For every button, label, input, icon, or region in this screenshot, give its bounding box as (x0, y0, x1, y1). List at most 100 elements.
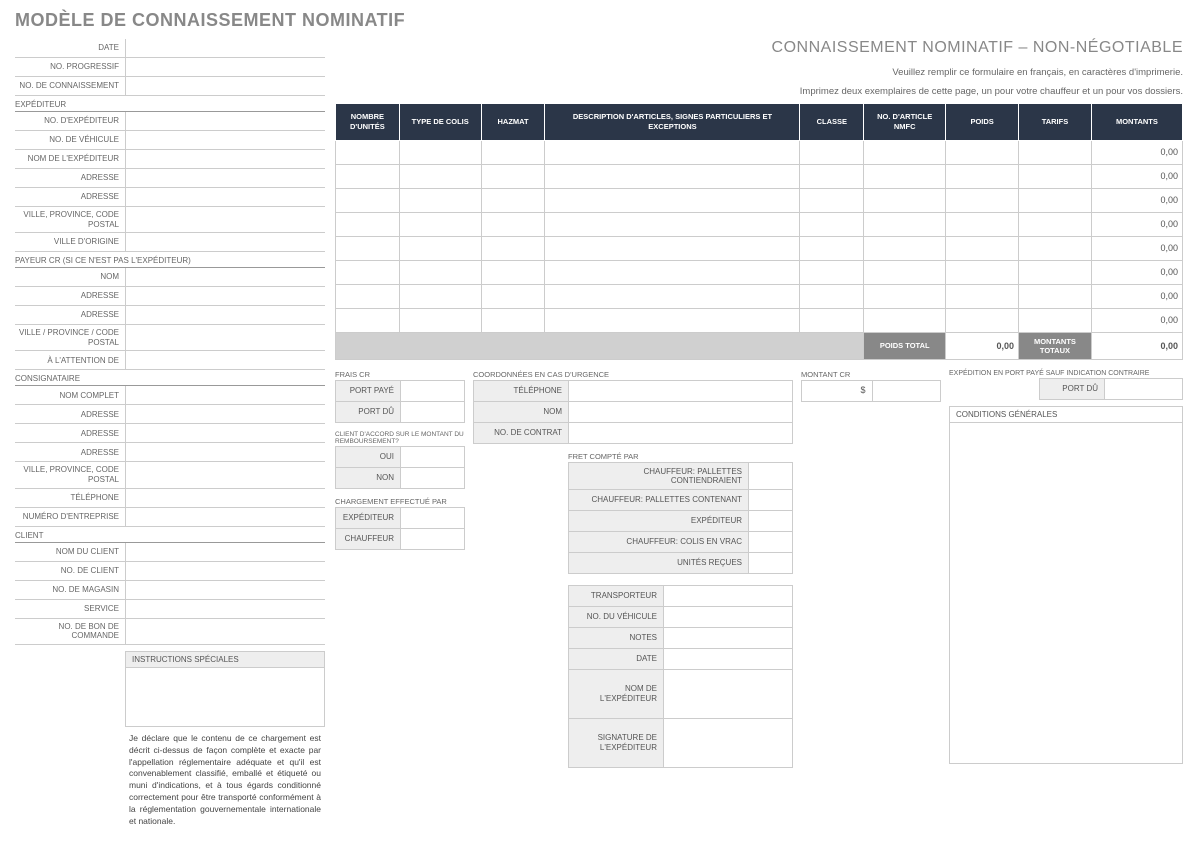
table-cell[interactable] (800, 164, 864, 188)
table-cell[interactable] (545, 188, 800, 212)
table-cell[interactable] (336, 308, 400, 332)
table-cell[interactable] (946, 284, 1019, 308)
table-cell[interactable] (1019, 188, 1092, 212)
table-cell[interactable] (1019, 164, 1092, 188)
table-cell[interactable]: 0,00 (1091, 284, 1182, 308)
field-magasin[interactable] (125, 581, 325, 599)
field-payeur-nom[interactable] (125, 268, 325, 286)
fret2-field[interactable] (749, 490, 792, 510)
field-connaissement[interactable] (125, 77, 325, 95)
table-cell[interactable] (399, 140, 481, 164)
sig-date-field[interactable] (664, 649, 792, 669)
table-cell[interactable] (946, 308, 1019, 332)
table-cell[interactable] (864, 260, 946, 284)
table-cell[interactable] (545, 308, 800, 332)
field-ville-exp[interactable] (125, 207, 325, 232)
field-date[interactable] (125, 39, 325, 57)
table-cell[interactable] (864, 188, 946, 212)
field-no-vehicule[interactable] (125, 131, 325, 149)
table-cell[interactable] (864, 212, 946, 236)
table-cell[interactable] (800, 260, 864, 284)
chargement-exp-field[interactable] (401, 508, 464, 528)
table-cell[interactable] (1019, 260, 1092, 284)
table-cell[interactable] (864, 164, 946, 188)
table-cell[interactable] (336, 284, 400, 308)
table-cell[interactable] (481, 164, 545, 188)
field-bon[interactable] (125, 619, 325, 644)
table-cell[interactable] (481, 140, 545, 164)
field-cons-tel[interactable] (125, 489, 325, 507)
table-cell[interactable] (336, 164, 400, 188)
fret3-field[interactable] (749, 511, 792, 531)
coord-contrat-field[interactable] (569, 423, 792, 443)
chargement-chauffeur-field[interactable] (401, 529, 464, 549)
table-cell[interactable] (946, 188, 1019, 212)
field-payeur-adr2[interactable] (125, 306, 325, 324)
field-client-nom[interactable] (125, 543, 325, 561)
table-cell[interactable] (545, 284, 800, 308)
table-cell[interactable] (946, 236, 1019, 260)
non-field[interactable] (401, 468, 464, 488)
table-cell[interactable] (545, 164, 800, 188)
port-du-field[interactable] (401, 402, 464, 422)
table-cell[interactable] (864, 308, 946, 332)
table-cell[interactable] (336, 236, 400, 260)
port-paye-field[interactable] (401, 381, 464, 401)
table-cell[interactable] (399, 308, 481, 332)
fret4-field[interactable] (749, 532, 792, 552)
oui-field[interactable] (401, 447, 464, 467)
table-cell[interactable]: 0,00 (1091, 188, 1182, 212)
table-cell[interactable] (1019, 140, 1092, 164)
table-cell[interactable] (481, 260, 545, 284)
sig-transporteur-field[interactable] (664, 586, 792, 606)
table-cell[interactable] (800, 140, 864, 164)
table-cell[interactable]: 0,00 (1091, 260, 1182, 284)
table-cell[interactable] (399, 236, 481, 260)
fret5-field[interactable] (749, 553, 792, 573)
field-attention[interactable] (125, 351, 325, 369)
sig-notes-field[interactable] (664, 628, 792, 648)
port-du2-field[interactable] (1105, 379, 1182, 399)
table-cell[interactable]: 0,00 (1091, 308, 1182, 332)
table-cell[interactable] (481, 188, 545, 212)
table-cell[interactable] (864, 140, 946, 164)
terms-body[interactable] (950, 423, 1182, 763)
special-instructions-field[interactable] (126, 668, 324, 726)
sig-vehicule-field[interactable] (664, 607, 792, 627)
table-cell[interactable] (481, 308, 545, 332)
sig-nom-exp-field[interactable] (664, 670, 792, 718)
field-cons-adr3[interactable] (125, 443, 325, 461)
table-cell[interactable] (399, 164, 481, 188)
field-adresse-exp2[interactable] (125, 188, 325, 206)
field-cons-ville[interactable] (125, 462, 325, 487)
field-cons-nom[interactable] (125, 386, 325, 404)
table-cell[interactable] (800, 284, 864, 308)
field-ville-origine[interactable] (125, 233, 325, 251)
table-cell[interactable] (545, 260, 800, 284)
table-cell[interactable] (399, 284, 481, 308)
table-cell[interactable] (481, 236, 545, 260)
table-cell[interactable] (864, 284, 946, 308)
montant-cr-field[interactable] (872, 381, 941, 401)
field-cons-num[interactable] (125, 508, 325, 526)
table-cell[interactable] (545, 140, 800, 164)
table-cell[interactable] (336, 140, 400, 164)
table-cell[interactable] (1019, 236, 1092, 260)
table-cell[interactable] (481, 284, 545, 308)
field-client-no[interactable] (125, 562, 325, 580)
field-payeur-adr1[interactable] (125, 287, 325, 305)
table-cell[interactable] (336, 188, 400, 212)
table-cell[interactable]: 0,00 (1091, 212, 1182, 236)
table-cell[interactable] (946, 140, 1019, 164)
table-cell[interactable] (864, 236, 946, 260)
table-cell[interactable] (800, 308, 864, 332)
field-no-expediteur[interactable] (125, 112, 325, 130)
field-progressif[interactable] (125, 58, 325, 76)
table-cell[interactable] (800, 188, 864, 212)
table-cell[interactable] (399, 188, 481, 212)
table-cell[interactable] (946, 260, 1019, 284)
table-cell[interactable]: 0,00 (1091, 140, 1182, 164)
table-cell[interactable] (399, 260, 481, 284)
field-cons-adr1[interactable] (125, 405, 325, 423)
table-cell[interactable] (545, 212, 800, 236)
